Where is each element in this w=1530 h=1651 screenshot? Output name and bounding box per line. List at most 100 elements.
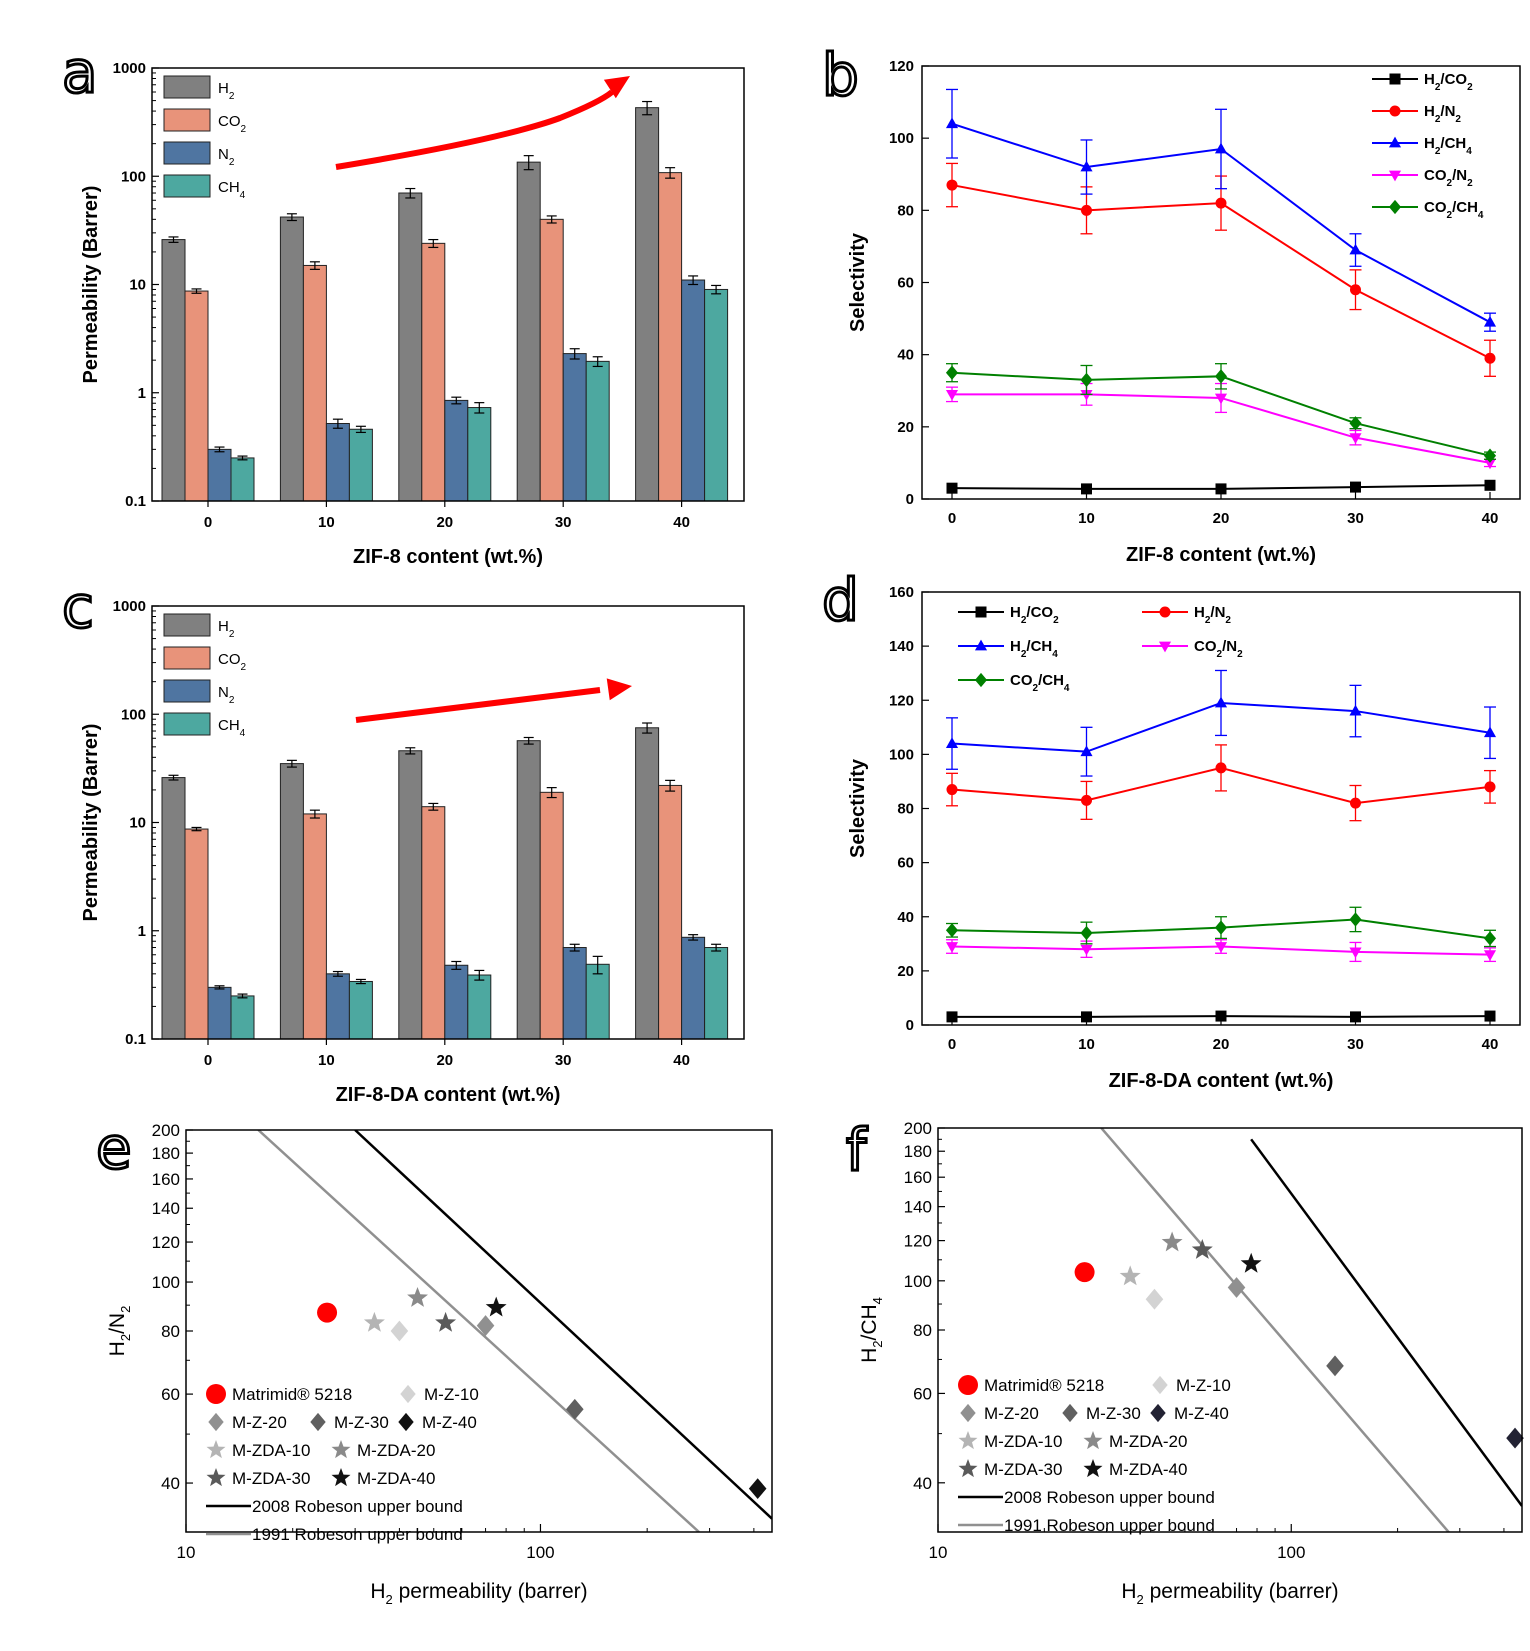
- text-part: H: [218, 618, 229, 635]
- data-point: [1214, 696, 1228, 708]
- x-tick-label: 10: [929, 1543, 948, 1562]
- text-part: 2: [1467, 178, 1473, 189]
- data-point: [1350, 284, 1361, 296]
- y-tick-label: 40: [161, 1474, 180, 1493]
- text-part: 2: [118, 1334, 133, 1341]
- data-point: [945, 737, 959, 748]
- bar: [516, 161, 541, 502]
- data-point: [317, 1302, 338, 1323]
- bar: [325, 973, 350, 1040]
- legend-label: H2/CH4: [1010, 638, 1058, 660]
- data-point: [1483, 726, 1497, 738]
- y-tick-label: 40: [897, 347, 914, 364]
- y-tick-label: 160: [152, 1170, 180, 1189]
- data-point: [1349, 433, 1362, 444]
- legend-marker: [958, 1375, 978, 1395]
- legend-label: M-Z-30: [334, 1413, 389, 1432]
- y-axis-label: H2/N2: [106, 1306, 133, 1357]
- data-point: [407, 1287, 428, 1307]
- legend-label: M-Z-20: [232, 1413, 287, 1432]
- data-point: [1484, 479, 1496, 491]
- legend-marker: [206, 1384, 226, 1404]
- y-tick-label: 1000: [113, 60, 146, 77]
- bar: [585, 963, 610, 1040]
- text-part: H: [1424, 135, 1435, 152]
- text-part: CO: [1010, 672, 1033, 689]
- legend-label: M-ZDA-30: [232, 1469, 310, 1488]
- legend-marker: [206, 1468, 226, 1487]
- plot-frame: [937, 1127, 1523, 1533]
- data-point: [1349, 416, 1362, 431]
- y-tick-label: 140: [904, 1198, 932, 1217]
- data-point: [946, 482, 958, 494]
- text-part: N: [218, 146, 229, 163]
- x-tick-label: 20: [1213, 510, 1230, 527]
- upper-bound-line: [1100, 1128, 1451, 1532]
- y-axis-label: Permeability (Barrer): [80, 724, 102, 922]
- data-point: [1081, 204, 1092, 216]
- text-part: 2: [1435, 82, 1441, 93]
- text-part: H: [1194, 604, 1205, 621]
- legend-swatch: [163, 679, 211, 703]
- data-point: [945, 923, 959, 938]
- legend-marker: [398, 1412, 414, 1432]
- legend-marker: [331, 1468, 351, 1487]
- text-part: CO: [1424, 167, 1447, 184]
- data-point: [1215, 762, 1227, 774]
- data-point: [1349, 243, 1362, 255]
- y-tick-label: 20: [897, 963, 914, 980]
- x-tick-label: 40: [673, 514, 690, 531]
- panel-letter-a: a: [62, 38, 98, 106]
- y-tick-label: 100: [904, 1272, 932, 1291]
- data-point: [1483, 315, 1497, 327]
- legend-label: M-Z-10: [1176, 1376, 1231, 1395]
- text-part: 2: [1467, 82, 1473, 93]
- legend-marker: [1062, 1403, 1078, 1423]
- data-point: [1080, 372, 1093, 388]
- data-point: [1483, 931, 1497, 946]
- trend-arrow-head: [603, 76, 630, 99]
- y-tick-label: 1: [138, 923, 146, 940]
- y-tick-label: 60: [913, 1384, 932, 1403]
- text-part: H: [1010, 638, 1021, 655]
- y-axis-label: Permeability (Barrer): [80, 186, 102, 384]
- data-point: [1080, 944, 1093, 956]
- text-part: 2: [1137, 1592, 1144, 1607]
- bar: [398, 192, 423, 502]
- text-part: 2: [1021, 615, 1027, 626]
- data-point: [1074, 1262, 1095, 1283]
- text-part: 2: [1447, 178, 1453, 189]
- legend-marker: [1152, 1375, 1168, 1395]
- legend-marker: [400, 1384, 416, 1404]
- legend-label: H2/N2: [1194, 604, 1231, 626]
- data-point: [1326, 1355, 1344, 1377]
- text-part: H: [1424, 71, 1435, 88]
- legend-marker: [1159, 606, 1171, 618]
- legend-label: Matrimid® 5218: [232, 1385, 352, 1404]
- y-tick-label: 200: [152, 1121, 180, 1140]
- legend-marker: [1389, 105, 1401, 117]
- text-part: /CH: [1452, 199, 1478, 216]
- y-axis-label: Selectivity: [847, 232, 869, 332]
- data-point: [946, 179, 958, 191]
- data-point: [1214, 142, 1228, 154]
- x-tick-label: 100: [526, 1543, 554, 1562]
- data-point: [1484, 1010, 1496, 1022]
- data-point: [363, 1311, 385, 1332]
- legend-label: Matrimid® 5218: [984, 1376, 1104, 1395]
- data-point: [1119, 1265, 1141, 1286]
- data-point: [1191, 1239, 1213, 1259]
- data-point: [1215, 1010, 1227, 1022]
- data-point: [1214, 942, 1228, 953]
- trend-arrow: [335, 89, 614, 170]
- y-tick-label: 100: [889, 746, 914, 763]
- x-tick-label: 30: [555, 514, 572, 531]
- bar: [230, 457, 255, 502]
- bar: [398, 750, 423, 1040]
- data-point: [945, 365, 959, 380]
- text-part: H: [1424, 103, 1435, 120]
- data-point: [1214, 920, 1228, 935]
- text-part: 2: [870, 1341, 885, 1348]
- y-axis-label: H2/CH4: [858, 1297, 885, 1363]
- bar: [325, 422, 350, 502]
